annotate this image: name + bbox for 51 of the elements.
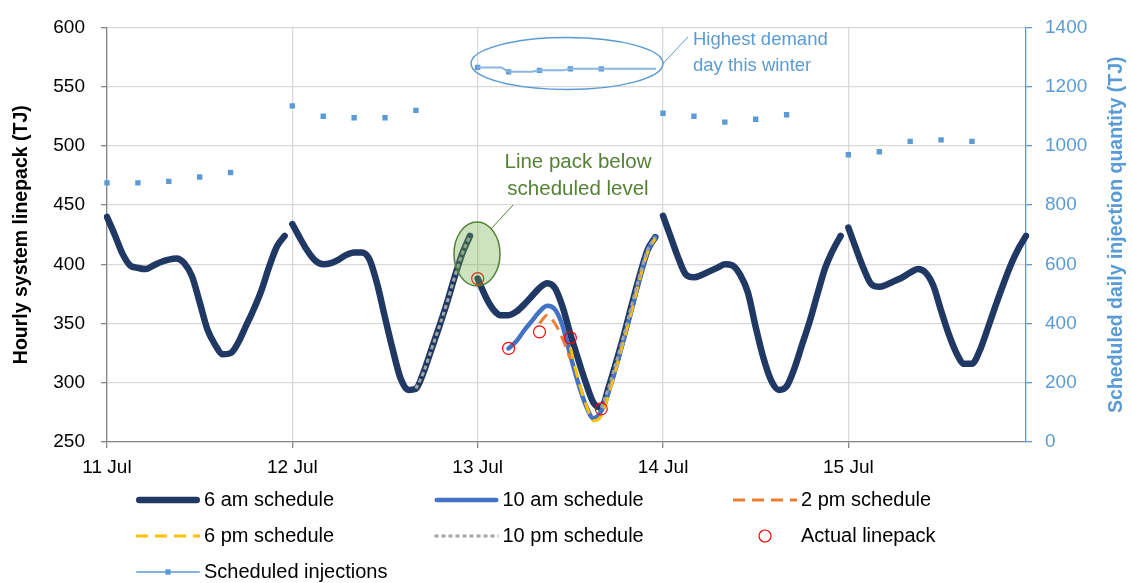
point — [532, 325, 547, 339]
y-axis-title: Hourly system linepack (TJ) — [9, 105, 32, 365]
legend-label: 6 am schedule — [204, 487, 335, 510]
y2-tick-label: 200 — [1045, 371, 1077, 393]
x-tick-label: 12 Jul — [266, 455, 318, 477]
x-tick-label: 15 Jul — [823, 455, 874, 477]
y-tick-label: 500 — [53, 134, 85, 156]
y2-tick-label: 1000 — [1045, 134, 1088, 156]
point — [135, 180, 141, 186]
point — [660, 110, 666, 116]
point — [351, 115, 357, 121]
point — [382, 115, 388, 121]
x-tick-label: 14 Jul — [637, 455, 689, 477]
y-tick-label: 250 — [53, 430, 85, 452]
legend-label: 2 pm schedule — [801, 487, 932, 510]
legend-label: Scheduled injections — [204, 559, 388, 582]
line-series — [568, 236, 657, 423]
x-tick-label: 11 Jul — [82, 455, 132, 477]
legend-label: 10 pm schedule — [502, 523, 644, 546]
point — [104, 180, 110, 186]
y-tick-label: 600 — [53, 15, 85, 37]
y2-tick-label: 1400 — [1045, 15, 1088, 37]
y-tick-label: 400 — [53, 252, 85, 274]
y-tick-label: 550 — [53, 74, 85, 96]
point — [563, 331, 577, 345]
legend-label: Actual linepack — [801, 523, 937, 546]
annotation: Highest demand day this winter — [693, 28, 828, 75]
point — [938, 137, 944, 143]
y2-axis-title: Scheduled daily injection quantity (TJ) — [1104, 56, 1127, 413]
y2-tick-label: 400 — [1045, 311, 1077, 333]
y2-tick-label: 600 — [1045, 252, 1077, 274]
legend-label: 6 pm schedule — [204, 523, 335, 546]
y2-tick-label: 1200 — [1045, 74, 1088, 96]
y-tick-label: 300 — [53, 371, 85, 393]
point — [413, 107, 419, 114]
point — [907, 138, 913, 145]
y2-tick-label: 800 — [1045, 193, 1077, 215]
point — [969, 138, 975, 145]
y2-tick-label: 0 — [1045, 430, 1056, 452]
legend-label: 10 am schedule — [502, 487, 644, 510]
annotation: Line pack below scheduled level — [504, 148, 652, 199]
point — [722, 119, 728, 125]
point — [594, 402, 608, 416]
point — [196, 174, 203, 180]
x-tick-label: 13 Jul — [452, 455, 504, 477]
point — [501, 341, 516, 356]
y-tick-label: 350 — [53, 311, 85, 333]
point — [691, 113, 697, 119]
point — [289, 103, 296, 109]
y-tick-label: 450 — [53, 193, 85, 215]
point — [471, 271, 485, 286]
